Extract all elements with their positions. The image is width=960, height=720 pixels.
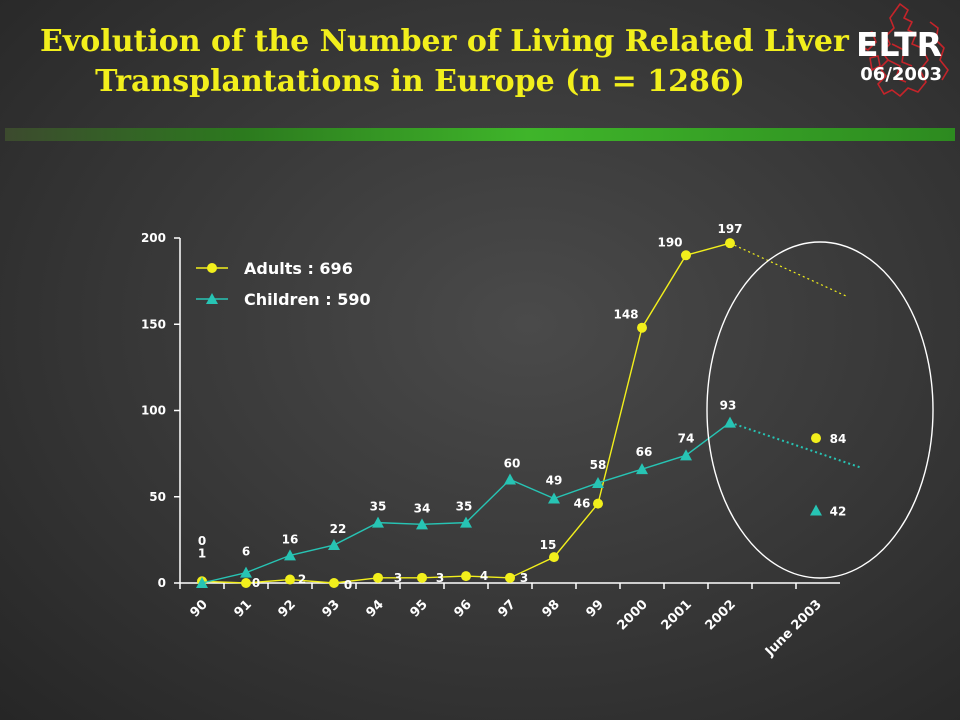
adults-point <box>207 263 217 273</box>
x-tick-label: 95 <box>407 597 430 620</box>
adults-point <box>417 572 427 583</box>
x-tick-label: 98 <box>539 597 562 620</box>
children-point <box>460 516 472 528</box>
chart-title: Evolution of the Number of Living Relate… <box>40 22 849 102</box>
adults-point <box>505 572 515 583</box>
x-tick-label: 91 <box>231 597 254 620</box>
x-tick-label: 94 <box>363 597 386 620</box>
children-point <box>636 463 648 475</box>
adults-value-label: 2 <box>298 573 306 587</box>
children-value-label: 42 <box>830 505 847 519</box>
chart-legend: Adults : 696 Children : 590 <box>196 259 371 309</box>
org-badge: ELTR 06/2003 <box>856 26 942 86</box>
x-tick-label: 97 <box>495 597 518 620</box>
europe-map-logo <box>859 3 949 97</box>
adults-point <box>725 238 735 249</box>
title-divider-bar <box>5 128 955 141</box>
org-date: 06/2003 <box>860 64 942 85</box>
children-value-label: 0 <box>198 534 206 548</box>
adults-value-label: 46 <box>574 497 591 511</box>
x-tick-label: 99 <box>583 597 606 620</box>
children-point <box>548 492 560 504</box>
children-point <box>592 476 604 488</box>
adults-value-label: 197 <box>717 222 742 236</box>
x-tick-label: 92 <box>275 597 298 620</box>
adults-value-label: 0 <box>252 576 260 590</box>
y-tick-label: 100 <box>141 404 166 418</box>
y-tick-label: 200 <box>141 231 166 245</box>
children-point <box>284 549 296 561</box>
chart-series <box>196 238 863 588</box>
adults-point <box>637 322 647 333</box>
highlight-ellipse <box>706 241 934 579</box>
children-point <box>504 473 516 485</box>
adults-value-label: 3 <box>394 571 402 585</box>
y-axis-ticks: 0 50 100 150 200 <box>141 231 180 590</box>
x-tick-label: 2000 <box>615 597 651 633</box>
children-point <box>680 449 692 461</box>
adults-point <box>811 433 821 444</box>
children-point <box>416 518 428 530</box>
x-axis-ticks: 90 91 92 93 94 95 96 97 98 99 2000 2001 2002 June 200… <box>179 583 825 660</box>
y-tick-label: 150 <box>141 317 166 331</box>
adults-point <box>549 552 559 563</box>
children-point <box>724 416 736 428</box>
x-tick-label: 2002 <box>703 597 739 633</box>
children-value-label: 74 <box>678 431 695 445</box>
org-name: ELTR <box>855 25 942 64</box>
children-value-label: 93 <box>720 399 737 413</box>
adults-point <box>461 571 471 582</box>
adults-point <box>241 578 251 588</box>
adults-value-label: 84 <box>830 432 847 446</box>
children-trend-line <box>729 421 863 469</box>
title-line-2: Transplantations in Europe (n = 1286) <box>95 64 745 99</box>
children-point <box>240 566 252 578</box>
children-value-label: 35 <box>456 500 473 514</box>
adults-value-label: 1 <box>198 546 206 560</box>
children-point <box>328 539 340 551</box>
legend-adults-label: Adults : 696 <box>244 259 353 278</box>
children-value-label: 34 <box>414 501 431 515</box>
children-point <box>196 577 208 588</box>
x-tick-label: 96 <box>451 597 474 620</box>
children-value-label: 49 <box>546 473 563 487</box>
adults-value-label: 4 <box>480 569 488 583</box>
x-tick-label: 90 <box>187 597 210 620</box>
children-value-label: 66 <box>636 445 653 459</box>
adults-trend-line <box>729 242 847 297</box>
legend-children-label: Children : 590 <box>244 290 371 309</box>
adults-value-label: 3 <box>436 571 444 585</box>
children-point <box>810 504 822 516</box>
children-value-label: 58 <box>590 458 607 472</box>
children-value-label: 22 <box>330 522 347 536</box>
adults-value-label: 15 <box>540 538 557 552</box>
adults-value-label: 148 <box>613 308 638 322</box>
children-point <box>206 293 218 304</box>
adults-value-label: 3 <box>520 571 528 585</box>
adults-point <box>593 498 603 509</box>
adults-point <box>329 578 339 588</box>
x-tick-label: 93 <box>319 597 342 620</box>
x-tick-label: 2001 <box>659 597 695 633</box>
title-line-1: Evolution of the Number of Living Relate… <box>40 24 849 59</box>
children-value-label: 35 <box>370 500 387 514</box>
adults-point <box>373 572 383 583</box>
y-tick-label: 0 <box>158 576 166 590</box>
children-point <box>372 516 384 528</box>
children-value-label: 60 <box>504 457 521 471</box>
adults-point <box>681 250 691 261</box>
y-tick-label: 50 <box>149 490 166 504</box>
children-value-label: 16 <box>282 532 299 546</box>
children-value-label: 6 <box>242 545 250 559</box>
adults-value-label: 190 <box>657 235 682 249</box>
x-tick-label: June 2003 <box>762 597 825 660</box>
adults-value-label: 0 <box>344 578 352 592</box>
adults-point <box>285 574 295 585</box>
